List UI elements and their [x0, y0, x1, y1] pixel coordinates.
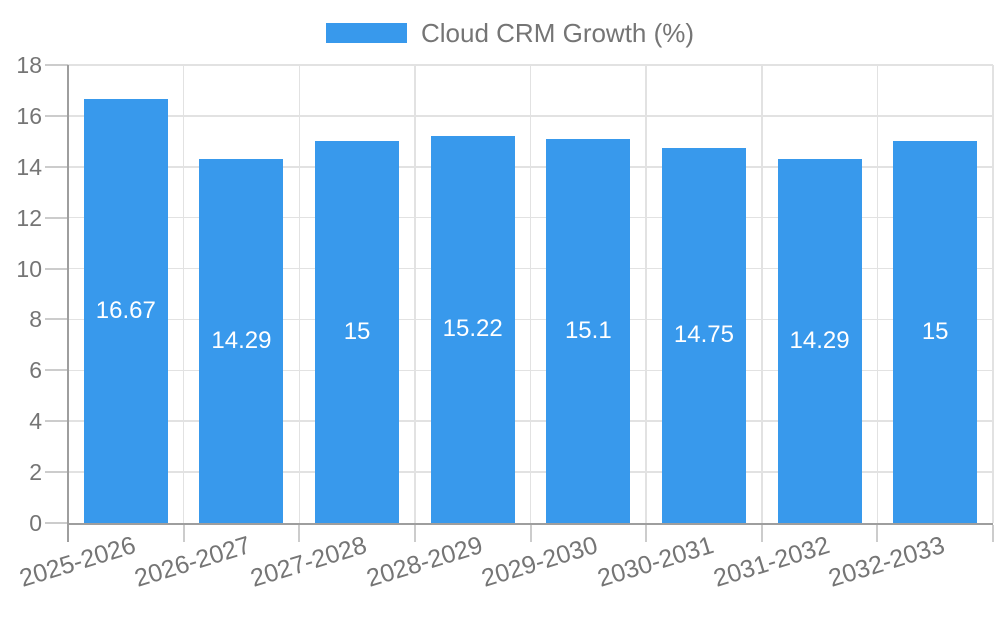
- legend-color-swatch: [326, 23, 407, 43]
- bar-value-label: 15.22: [442, 315, 503, 343]
- y-tick-label: 2: [29, 459, 42, 486]
- bar-2031-2032[interactable]: [777, 159, 862, 523]
- bar-value-label: 14.29: [211, 327, 272, 355]
- bar-2026-2027[interactable]: [199, 159, 284, 523]
- y-tick-label: 12: [16, 204, 42, 231]
- y-tick-label: 10: [16, 255, 42, 282]
- x-gridline: [761, 65, 763, 523]
- bar-value-label: 15: [921, 318, 949, 346]
- bar-chart: Cloud CRM Growth (%) 0 2 4 6 8 10 12 14 16 18 16.6…: [16, 18, 994, 593]
- x-axis-tick: [182, 525, 185, 542]
- x-gridline: [529, 65, 532, 523]
- y-axis-tick: [45, 165, 68, 168]
- x-axis-line: [66, 522, 993, 525]
- x-axis-tick: [298, 525, 301, 542]
- x-gridline: [992, 65, 994, 523]
- y-tick-label: 8: [29, 306, 42, 333]
- x-gridline: [182, 65, 185, 523]
- y-axis-tick: [45, 114, 68, 117]
- y-tick-label: 16: [16, 102, 42, 129]
- y-tick-label: 18: [16, 52, 42, 78]
- x-axis-tick: [413, 525, 416, 542]
- y-axis-tick: [45, 216, 68, 219]
- x-axis-tick: [529, 525, 532, 542]
- x-gridline: [645, 65, 647, 523]
- y-tick-label: 0: [29, 510, 42, 536]
- bar-2032-2033[interactable]: [893, 141, 978, 523]
- y-tick-label: 14: [16, 153, 42, 180]
- y-axis-tick: [45, 64, 68, 66]
- legend-item[interactable]: Cloud CRM Growth (%): [326, 18, 694, 48]
- y-axis-tick: [45, 369, 68, 372]
- bar-2027-2028[interactable]: [315, 141, 400, 523]
- y-tick-label: 4: [29, 408, 42, 435]
- x-axis-tick: [645, 525, 648, 542]
- y-axis-tick: [45, 267, 68, 270]
- x-axis-tick: [760, 525, 763, 542]
- x-gridline: [298, 65, 300, 523]
- x-axis-tick: [992, 525, 994, 542]
- bar-2030-2031[interactable]: [661, 147, 746, 523]
- x-gridline: [414, 65, 416, 523]
- y-axis-line: [66, 65, 69, 542]
- bar-2028-2029[interactable]: [430, 135, 515, 523]
- bar-value-label: 14.29: [789, 327, 850, 355]
- y-axis-tick: [45, 420, 68, 423]
- legend-label: Cloud CRM Growth (%): [421, 17, 695, 48]
- y-axis-tick: [45, 471, 68, 474]
- plot-area: 0 2 4 6 8 10 12 14 16 18 16.67 2025-2026 14.29 2026-2…: [16, 52, 994, 593]
- bar-2025-2026[interactable]: [83, 98, 168, 523]
- bar-value-label: 15.1: [564, 316, 612, 344]
- y-axis-tick: [45, 318, 68, 321]
- bar-value-label: 14.75: [673, 321, 734, 349]
- y-axis-tick: [45, 522, 68, 524]
- y-tick-label: 6: [29, 357, 42, 384]
- x-gridline: [876, 65, 879, 523]
- bar-value-label: 16.67: [95, 296, 156, 324]
- bar-2029-2030[interactable]: [546, 138, 631, 523]
- bar-value-label: 15: [343, 318, 371, 346]
- x-axis-tick: [876, 525, 879, 542]
